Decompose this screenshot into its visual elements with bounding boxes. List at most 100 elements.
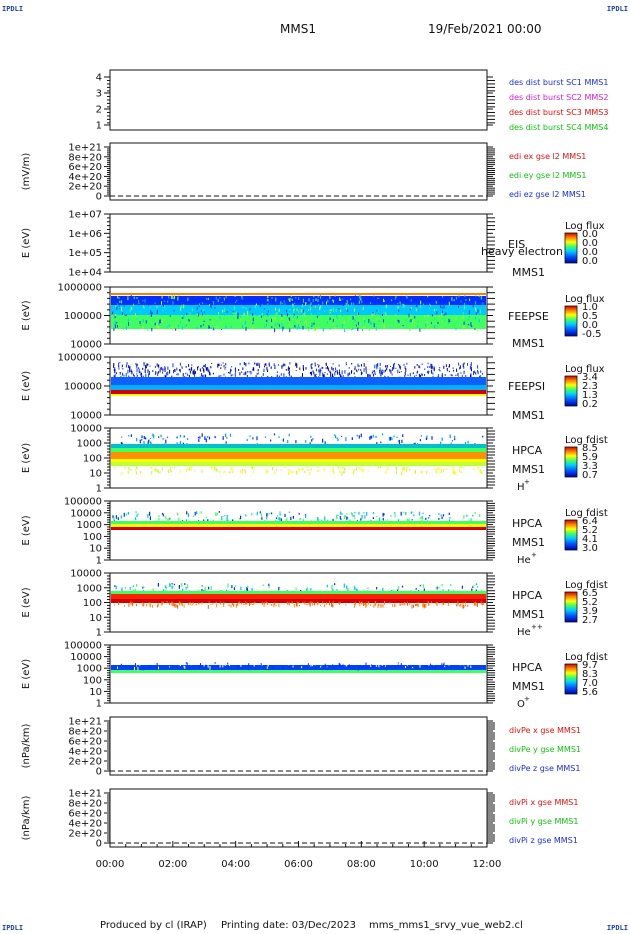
spectrogram-pixel bbox=[130, 307, 132, 310]
spectrogram-pixel bbox=[341, 435, 343, 437]
spectrogram-pixel bbox=[298, 327, 300, 329]
spectrogram-pixel bbox=[294, 302, 296, 304]
spectrogram-pixel bbox=[234, 373, 236, 377]
spectrogram-pixel bbox=[341, 471, 343, 476]
spectrogram-pixel bbox=[338, 308, 340, 310]
spectrogram-pixel bbox=[465, 375, 467, 379]
spectrogram-pixel bbox=[418, 328, 419, 330]
spectrogram-pixel bbox=[117, 517, 119, 521]
spectrogram-pixel bbox=[136, 373, 138, 375]
spectrogram-pixel bbox=[463, 604, 465, 609]
spectrogram-pixel bbox=[417, 603, 419, 607]
spectrogram-pixel bbox=[308, 601, 310, 605]
spectrogram-pixel bbox=[219, 297, 221, 299]
spectrogram-pixel bbox=[373, 313, 375, 315]
spectrogram-pixel bbox=[267, 310, 269, 313]
spectrogram-pixel bbox=[283, 300, 285, 303]
y-tick-label: 100 bbox=[83, 675, 102, 686]
series-legend-label: divPe x gse MMS1 bbox=[509, 726, 581, 735]
colorbar-title: Log fdist bbox=[565, 580, 608, 591]
spectrogram-pixel bbox=[321, 663, 323, 666]
spectrogram-pixel bbox=[334, 295, 336, 297]
spectrogram-pixel bbox=[125, 373, 127, 377]
spectrogram-pixel bbox=[419, 663, 421, 668]
spectrogram-pixel bbox=[317, 299, 319, 303]
spectrogram-pixel bbox=[240, 316, 241, 318]
y-tick-label: 2 bbox=[96, 105, 102, 116]
spectrogram-pixel bbox=[159, 368, 161, 373]
spectrogram-pixel bbox=[452, 466, 454, 471]
y-axis-label: E (eV) bbox=[21, 228, 32, 258]
instrument-name: EIS bbox=[508, 238, 525, 251]
spectrogram-pixel bbox=[394, 362, 395, 365]
spectrogram-pixel bbox=[282, 666, 284, 670]
spectrogram-pixel bbox=[441, 327, 442, 330]
spectrogram-pixel bbox=[302, 309, 304, 313]
page-date: 19/Feb/2021 00:00 bbox=[428, 22, 542, 36]
spectrogram-pixel bbox=[143, 436, 145, 440]
spectrogram-pixel bbox=[416, 666, 418, 670]
spectrogram-pixel bbox=[355, 467, 357, 471]
spectrogram-pixel bbox=[267, 469, 268, 474]
spacecraft-label: MMS1 bbox=[512, 536, 545, 549]
spectrogram-pixel bbox=[157, 372, 159, 377]
spectrogram-pixel bbox=[196, 307, 198, 310]
spectrogram-pixel bbox=[117, 666, 118, 669]
spectrogram-pixel bbox=[181, 602, 183, 606]
spectrogram-pixel bbox=[227, 322, 229, 326]
spectrogram-pixel bbox=[150, 313, 152, 317]
spectrogram-pixel bbox=[450, 442, 452, 444]
spectrogram-pixel bbox=[149, 511, 151, 516]
spectrogram-pixel bbox=[339, 297, 341, 301]
spectrogram-pixel bbox=[341, 513, 343, 515]
spectrogram-pixel bbox=[132, 602, 134, 607]
spectrogram-pixel bbox=[366, 604, 368, 607]
spectrogram-pixel bbox=[359, 601, 360, 604]
spectrogram-pixel bbox=[395, 470, 397, 475]
spectrogram-pixel bbox=[125, 313, 127, 316]
spectrogram-pixel bbox=[292, 665, 294, 668]
spectrogram-pixel bbox=[171, 470, 173, 473]
spectrogram-pixel bbox=[318, 303, 320, 308]
spectrogram-pixel bbox=[453, 316, 455, 320]
spectrogram-pixel bbox=[346, 513, 348, 515]
spectrogram-pixel bbox=[428, 603, 430, 606]
spectrogram-pixel bbox=[115, 305, 117, 308]
spectrogram-pixel bbox=[358, 300, 360, 304]
spectrogram-pixel bbox=[411, 519, 413, 521]
spectrogram-pixel bbox=[291, 303, 293, 306]
spectrogram-pixel bbox=[399, 603, 401, 606]
spectrogram-pixel bbox=[246, 375, 248, 377]
spectrogram-pixel bbox=[184, 583, 186, 586]
series-legend-label: des dist burst SC4 MMS4 bbox=[509, 123, 608, 132]
spectrogram-pixel bbox=[455, 328, 457, 331]
spectrogram-pixel bbox=[377, 604, 379, 608]
spectrogram-pixel bbox=[289, 309, 291, 311]
spectrogram-pixel bbox=[184, 321, 186, 325]
spectrogram-pixel bbox=[243, 373, 245, 375]
spectrogram-pixel bbox=[232, 469, 234, 471]
spectrogram-pixel bbox=[298, 605, 300, 607]
spectrogram-pixel bbox=[194, 373, 195, 377]
spectrogram-pixel bbox=[322, 328, 324, 332]
spectrogram-pixel bbox=[446, 367, 448, 372]
spectrogram-pixel bbox=[382, 587, 384, 592]
spectrogram-pixel bbox=[397, 519, 400, 523]
spectrogram-pixel bbox=[420, 374, 421, 378]
spectrogram-pixel bbox=[165, 439, 167, 444]
spectrogram-pixel bbox=[186, 584, 189, 589]
spectrogram-pixel bbox=[319, 368, 321, 373]
spectrogram-pixel bbox=[311, 328, 312, 330]
spectrogram-pixel bbox=[241, 301, 243, 304]
spectrogram-pixel bbox=[383, 298, 384, 303]
corner-label-bottom-right: IPDLI bbox=[606, 924, 628, 932]
spectrogram-pixel bbox=[372, 311, 374, 314]
spectrogram-pixel bbox=[248, 362, 250, 365]
spectrogram-pixel bbox=[223, 515, 225, 517]
spectrogram-pixel bbox=[201, 588, 203, 592]
spectrogram-pixel bbox=[303, 518, 305, 523]
spectrogram-pixel bbox=[135, 603, 137, 607]
spectrogram-pixel bbox=[370, 435, 372, 439]
spectrogram-pixel bbox=[167, 371, 169, 376]
spectrogram-pixel bbox=[114, 301, 116, 303]
